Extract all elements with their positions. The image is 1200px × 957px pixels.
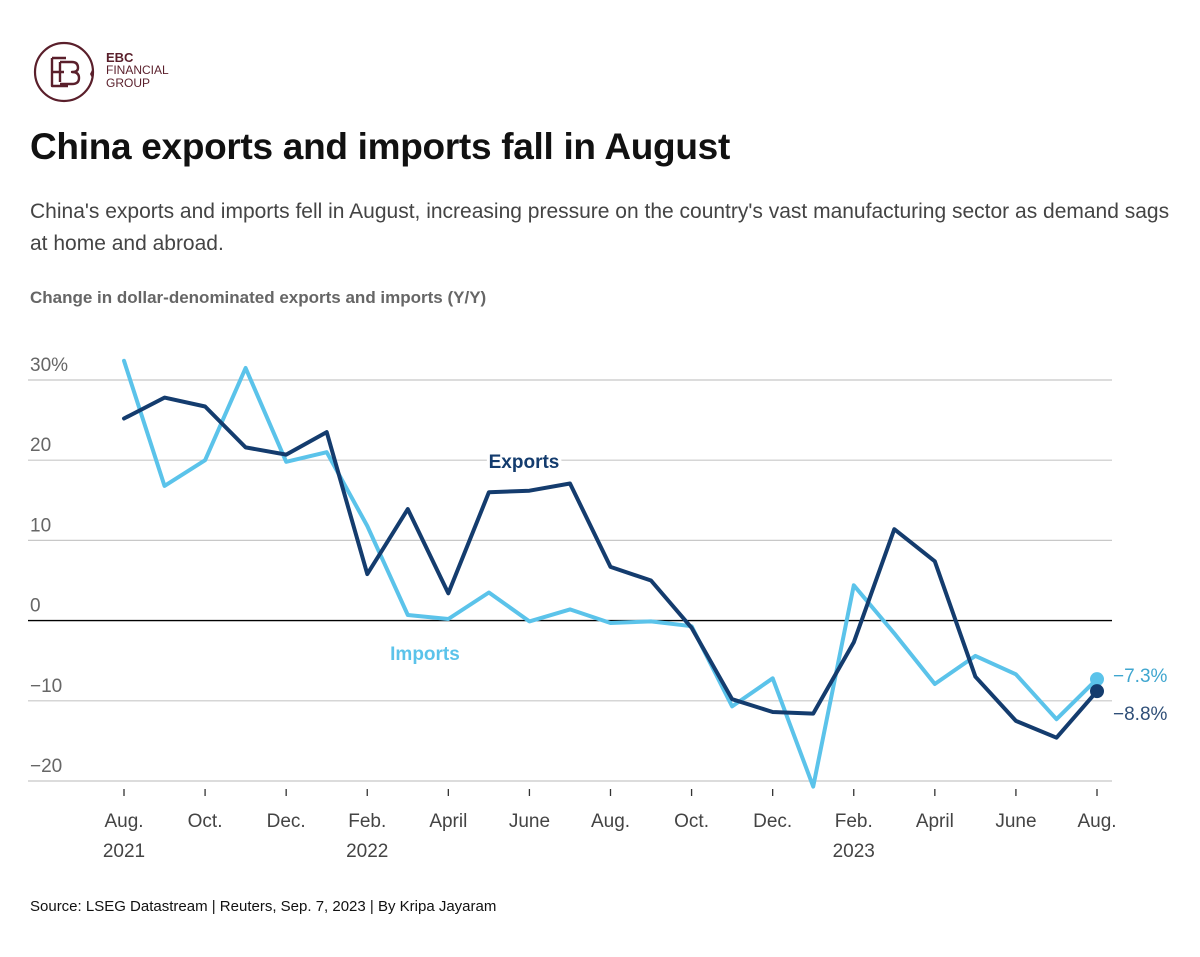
- page-title: China exports and imports fall in August: [30, 126, 730, 167]
- x-tick-label: Oct.: [188, 811, 223, 832]
- x-tick-label: Feb.: [835, 811, 873, 832]
- logo-line-1: EBC: [106, 50, 134, 65]
- x-tick-year-label: 2022: [346, 841, 388, 862]
- y-tick-label: −20: [30, 756, 62, 777]
- ebc-logo: EBC FINANCIAL GROUP: [32, 40, 252, 104]
- y-tick-label: 20: [30, 435, 51, 456]
- x-tick-label: April: [429, 811, 467, 832]
- line-chart: 30% 20 10 0 −10 −20 Aug. 2021 Oct. Dec. Feb. 2022 Ap…: [28, 355, 1168, 862]
- x-tick-label: Feb.: [348, 811, 386, 832]
- exports-line: [122, 395, 1099, 740]
- imports-line: [122, 358, 1099, 789]
- exports-end-marker: [1090, 684, 1104, 699]
- y-tick-label: 0: [30, 596, 41, 617]
- x-tick-label: Dec.: [267, 811, 306, 832]
- y-tick-label: 10: [30, 515, 51, 536]
- x-tick-label: Aug.: [104, 811, 143, 832]
- x-tick-label: Aug.: [591, 811, 630, 832]
- ebc-logo-mark-icon: [33, 41, 95, 103]
- x-tick-label: Aug.: [1077, 811, 1116, 832]
- chart-axis-title: Change in dollar-denominated exports and…: [30, 288, 487, 307]
- y-tick-label: −10: [30, 676, 62, 697]
- x-tick-year-label: 2023: [833, 841, 875, 862]
- source-note: Source: LSEG Datastream | Reuters, Sep. …: [30, 898, 497, 915]
- logo-line-3: GROUP: [106, 76, 151, 90]
- x-tick-label: Dec.: [753, 811, 792, 832]
- logo-wordmark: EBC FINANCIAL GROUP: [106, 51, 169, 90]
- exports-end-label: −8.8%: [1113, 704, 1168, 725]
- x-tick-label: Oct.: [674, 811, 709, 832]
- y-tick-label: 30%: [30, 355, 68, 376]
- x-tick-label: April: [916, 811, 954, 832]
- imports-end-marker: [1090, 672, 1104, 687]
- exports-series-label: Exports: [489, 452, 560, 473]
- imports-series-label: Imports: [390, 644, 460, 665]
- logo-line-2: FINANCIAL: [106, 63, 169, 77]
- imports-end-label: −7.3%: [1113, 666, 1168, 687]
- x-tick-label: June: [509, 811, 550, 832]
- x-tick-label: June: [995, 811, 1036, 832]
- x-tick-year-label: 2021: [103, 841, 145, 862]
- page-subtitle: China's exports and imports fell in Augu…: [30, 200, 1170, 255]
